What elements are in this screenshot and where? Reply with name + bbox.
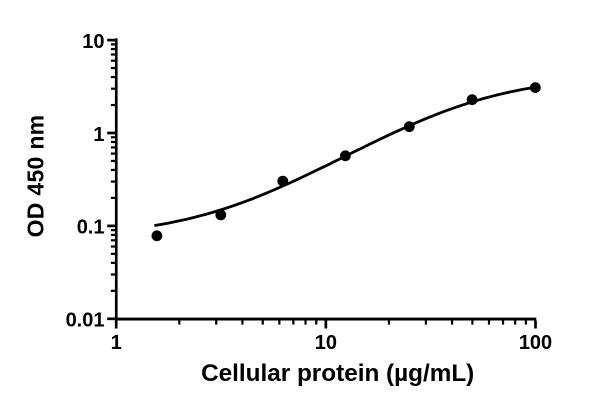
svg-text:0.01: 0.01 — [66, 310, 105, 332]
svg-text:Cellular protein (µg/mL): Cellular protein (µg/mL) — [201, 360, 474, 387]
svg-text:10: 10 — [315, 332, 337, 354]
svg-text:OD 450 nm: OD 450 nm — [22, 115, 48, 238]
svg-text:10: 10 — [82, 31, 104, 53]
svg-text:100: 100 — [519, 332, 552, 354]
svg-text:1: 1 — [111, 332, 122, 354]
svg-text:1: 1 — [93, 124, 104, 146]
svg-text:0.1: 0.1 — [77, 217, 105, 239]
